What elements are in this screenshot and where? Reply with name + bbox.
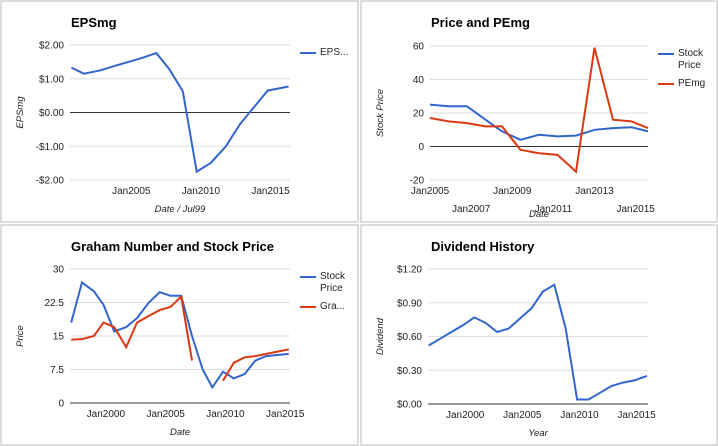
series-line (428, 283, 648, 401)
y-tick-label: $1.20 (397, 265, 422, 276)
y-tick-label: $0.00 (397, 400, 422, 411)
legend-label: EPS... (320, 47, 349, 58)
y-tick-label: -$1.00 (36, 142, 65, 153)
x-tick-label: Jan2009 (493, 186, 532, 197)
legend-item: PEmg (678, 78, 706, 89)
legend-label: Gra... (320, 301, 346, 312)
legend-label: Stock Price (320, 271, 346, 294)
panel (0, 224, 359, 446)
y-tick-label: $0.30 (397, 366, 422, 377)
x-tick-label: Jan2015 (617, 410, 656, 421)
legend-item: Gra... (320, 301, 346, 312)
y-tick-label: $0.00 (39, 108, 64, 119)
y-tick-label: 30 (53, 265, 65, 276)
series-line (429, 103, 649, 141)
legend-label: PEmg (678, 78, 706, 89)
y-axis-title: EPSmg (15, 96, 26, 129)
panel (360, 0, 718, 223)
series-line (71, 294, 289, 382)
y-tick-label: 7.5 (50, 365, 64, 376)
x-tick-label: Jan2010 (560, 410, 599, 421)
chart-title: Price and PEmg (431, 15, 530, 30)
y-tick-label: $2.00 (39, 41, 64, 52)
y-tick-label: 22.5 (45, 298, 65, 309)
panel (0, 0, 359, 223)
x-tick-label: Jan2013 (575, 186, 614, 197)
y-tick-label: 20 (413, 109, 425, 120)
x-tick-label: Jan2005 (411, 186, 450, 197)
x-tick-label: Jan2015 (616, 204, 655, 215)
x-tick-label: Jan2005 (503, 410, 542, 421)
x-tick-label: Jan2000 (446, 410, 485, 421)
x-axis-title: Date (529, 209, 549, 220)
chart-title: Dividend History (431, 239, 535, 254)
x-axis-title: Year (528, 428, 548, 439)
y-axis-title: Stock Price (375, 89, 386, 137)
y-tick-label: $0.60 (397, 332, 422, 343)
chart-title: Graham Number and Stock Price (71, 239, 274, 254)
x-tick-label: Jan2010 (182, 186, 221, 197)
y-tick-label: -20 (410, 176, 425, 187)
x-axis-title: Date / Jul99 (155, 204, 206, 215)
y-tick-label: 60 (413, 42, 425, 53)
y-tick-label: 15 (53, 332, 65, 343)
y-tick-label: $1.00 (39, 74, 64, 85)
x-tick-label: Jan2011 (535, 204, 573, 215)
x-tick-label: Jan2007 (452, 204, 491, 215)
panel (360, 224, 718, 446)
legend-label: Stock Price (678, 48, 704, 71)
x-tick-label: Jan2015 (266, 409, 305, 420)
y-tick-label: 0 (418, 142, 424, 153)
y-axis-title: Price (15, 325, 26, 347)
y-tick-label: 0 (58, 399, 64, 410)
x-tick-label: Jan2010 (206, 409, 245, 420)
series-line (429, 47, 649, 174)
y-tick-label: $0.90 (397, 298, 422, 309)
x-tick-label: Jan2000 (87, 409, 126, 420)
legend-item: Stock Price (678, 48, 704, 71)
chart-title: EPSmg (71, 15, 117, 30)
x-tick-label: Jan2005 (146, 409, 185, 420)
x-tick-label: Jan2015 (251, 186, 290, 197)
legend-item: EPS... (320, 47, 349, 58)
y-tick-label: 40 (413, 75, 425, 86)
legend-item: Stock Price (320, 271, 346, 294)
y-axis-title: Dividend (375, 317, 386, 355)
x-tick-label: Jan2005 (112, 186, 151, 197)
series-line (70, 280, 289, 390)
series-line (70, 51, 289, 174)
y-tick-label: -$2.00 (36, 176, 65, 187)
x-axis-title: Date (170, 427, 190, 438)
